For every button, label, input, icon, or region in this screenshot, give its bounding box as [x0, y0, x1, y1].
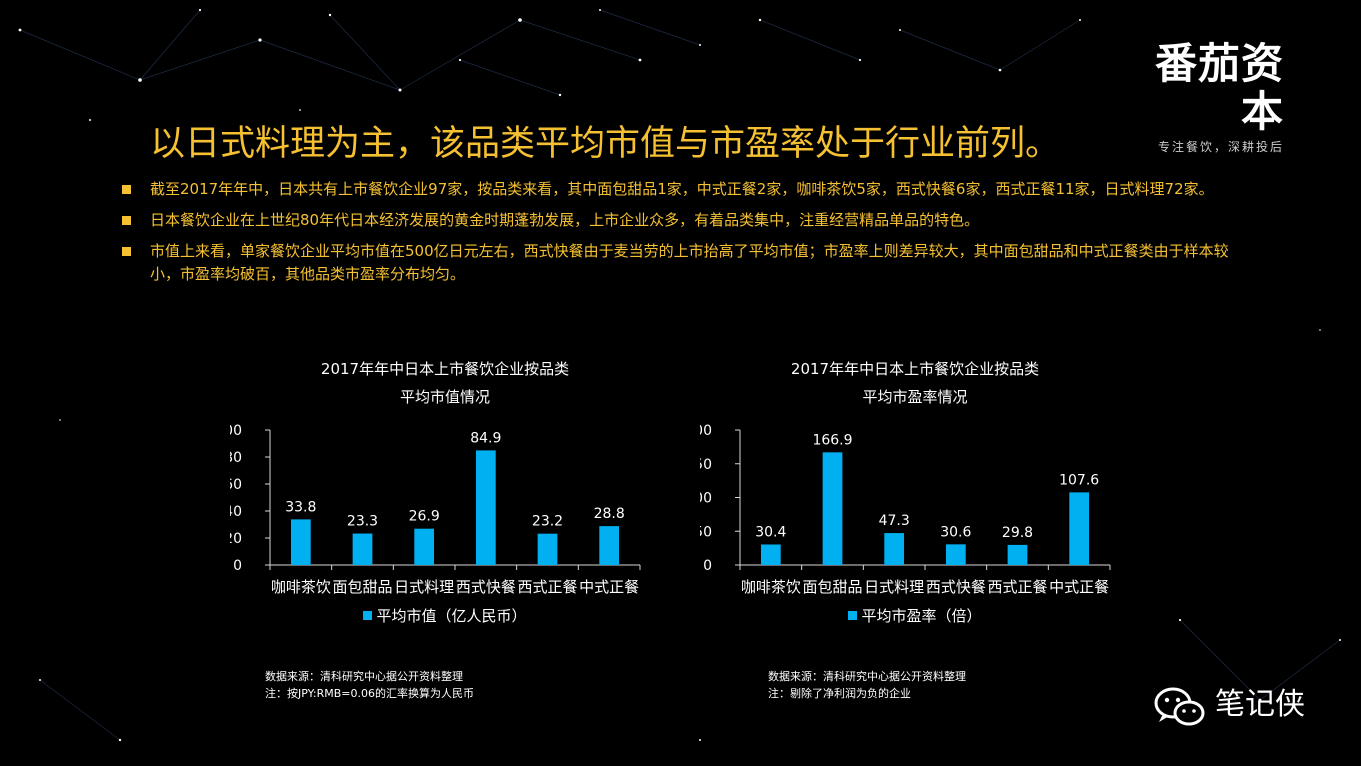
chart-title: 2017年年中日本上市餐饮企业按品类 平均市盈率情况 — [700, 355, 1130, 411]
bar — [1069, 492, 1090, 565]
data-label: 26.9 — [409, 509, 440, 525]
legend-label: 平均市值（亿人民币） — [376, 607, 527, 625]
wechat-icon — [1154, 687, 1205, 726]
y-tick-label: 0 — [233, 558, 242, 574]
data-label: 29.8 — [1002, 525, 1033, 541]
data-label: 166.9 — [812, 432, 852, 448]
chart-title-line2: 平均市盈率情况 — [862, 388, 968, 406]
data-label: 47.3 — [879, 513, 910, 529]
chart-title-line1: 2017年年中日本上市餐饮企业按品类 — [320, 360, 570, 378]
bullet-text: 截至2017年年中，日本共有上市餐饮企业97家，按品类来看，其中面包甜品1家，中… — [150, 180, 1214, 198]
brand-slogan: 专注餐饮，深耕投后 — [1157, 140, 1284, 154]
market-cap-chart: 2017年年中日本上市餐饮企业按品类 平均市值情况 0 20 40 60 80 100 33… — [230, 355, 660, 645]
data-label: 84.9 — [470, 430, 501, 446]
bar — [414, 528, 435, 565]
bullet-item: 截至2017年年中，日本共有上市餐饮企业97家，按品类来看，其中面包甜品1家，中… — [122, 178, 1232, 201]
data-label: 28.8 — [594, 506, 625, 522]
y-tick-label: 50 — [700, 524, 712, 540]
bullet-marker — [122, 185, 131, 194]
y-tick-label: 80 — [230, 450, 242, 466]
bar — [945, 544, 966, 565]
chart-plot: 0 50 100 150 200 30.4 咖啡茶饮 166.9 面包甜品 47.3 日式料理 30.… — [700, 423, 1111, 596]
y-tick-label: 200 — [700, 423, 712, 439]
category-label: 面包甜品 — [802, 578, 862, 596]
data-label: 30.6 — [940, 524, 971, 540]
category-label: 咖啡茶饮 — [741, 578, 801, 596]
chart-legend: 平均市值（亿人民币） — [230, 605, 660, 626]
data-label: 33.8 — [285, 499, 316, 515]
bar — [822, 452, 843, 565]
brand-name: 番茄资本 — [1154, 39, 1284, 136]
bullet-text: 市值上来看，单家餐饮企业平均市值在500亿日元左右，西式快餐由于麦当劳的上市抬高… — [150, 242, 1229, 283]
legend-label: 平均市盈率（倍） — [861, 607, 982, 625]
page-title: 以日式料理为主，该品类平均市值与市盈率处于行业前列。 — [150, 124, 1061, 164]
y-tick-label: 100 — [230, 423, 242, 439]
bar — [599, 526, 620, 565]
category-label: 西式快餐 — [926, 578, 986, 596]
data-label: 107.6 — [1059, 472, 1099, 488]
category-label: 中式正餐 — [579, 578, 639, 596]
bullet-marker — [122, 216, 131, 225]
chart-title-line1: 2017年年中日本上市餐饮企业按品类 — [790, 360, 1040, 378]
category-label: 西式正餐 — [517, 578, 577, 596]
bar — [760, 544, 781, 565]
bullet-text: 日本餐饮企业在上世纪80年代日本经济发展的黄金时期蓬勃发展，上市企业众多，有着品… — [150, 211, 980, 229]
note-line: 注：剔除了净利润为负的企业 — [768, 687, 911, 700]
y-tick-label: 100 — [700, 491, 712, 507]
y-tick-label: 60 — [230, 477, 242, 493]
category-label: 西式正餐 — [987, 578, 1047, 596]
chart-title: 2017年年中日本上市餐饮企业按品类 平均市值情况 — [230, 355, 660, 411]
bullet-marker — [122, 247, 131, 256]
category-label: 面包甜品 — [332, 578, 392, 596]
bar — [475, 450, 496, 565]
note-line: 注：按JPY:RMB=0.06的汇率换算为人民币 — [265, 687, 474, 700]
watermark-text: 笔记侠 — [1215, 687, 1305, 722]
category-label: 咖啡茶饮 — [271, 578, 331, 596]
legend-swatch — [363, 611, 373, 620]
bar — [290, 519, 311, 565]
bullet-item: 日本餐饮企业在上世纪80年代日本经济发展的黄金时期蓬勃发展，上市企业众多，有着品… — [122, 209, 1232, 232]
chart-legend: 平均市盈率（倍） — [700, 605, 1130, 626]
bullet-item: 市值上来看，单家餐饮企业平均市值在500亿日元左右，西式快餐由于麦当劳的上市抬高… — [122, 240, 1232, 286]
data-label: 30.4 — [755, 524, 786, 540]
chart-plot: 0 20 40 60 80 100 33.8 咖啡茶饮 23.3 面包甜品 26.9 日式料理 84.9… — [230, 423, 641, 596]
category-label: 日式料理 — [394, 578, 454, 596]
data-label: 23.3 — [347, 514, 378, 530]
source-line: 数据来源：清科研究中心据公开资料整理 — [768, 670, 966, 683]
source-line: 数据来源：清科研究中心据公开资料整理 — [265, 670, 463, 683]
chart-title-line2: 平均市值情况 — [399, 388, 490, 406]
bar — [1007, 544, 1028, 565]
legend-swatch — [848, 611, 858, 620]
y-tick-label: 150 — [700, 457, 712, 473]
bullet-list: 截至2017年年中，日本共有上市餐饮企业97家，按品类来看，其中面包甜品1家，中… — [122, 178, 1232, 294]
source-note-right: 数据来源：清科研究中心据公开资料整理 注：剔除了净利润为负的企业 — [768, 668, 966, 702]
y-tick-label: 0 — [703, 558, 712, 574]
bar — [537, 533, 558, 565]
source-note-left: 数据来源：清科研究中心据公开资料整理 注：按JPY:RMB=0.06的汇率换算为… — [265, 668, 474, 702]
bar — [352, 533, 373, 565]
bar — [884, 533, 905, 565]
y-tick-label: 20 — [230, 531, 242, 547]
pe-ratio-chart: 2017年年中日本上市餐饮企业按品类 平均市盈率情况 0 50 100 150 200 3… — [700, 355, 1130, 645]
category-label: 中式正餐 — [1049, 578, 1109, 596]
data-label: 23.2 — [532, 514, 563, 530]
brand-logo: 番茄资本 专注餐饮，深耕投后 — [1124, 40, 1284, 155]
y-tick-label: 40 — [230, 504, 242, 520]
category-label: 西式快餐 — [456, 578, 516, 596]
category-label: 日式料理 — [864, 578, 924, 596]
